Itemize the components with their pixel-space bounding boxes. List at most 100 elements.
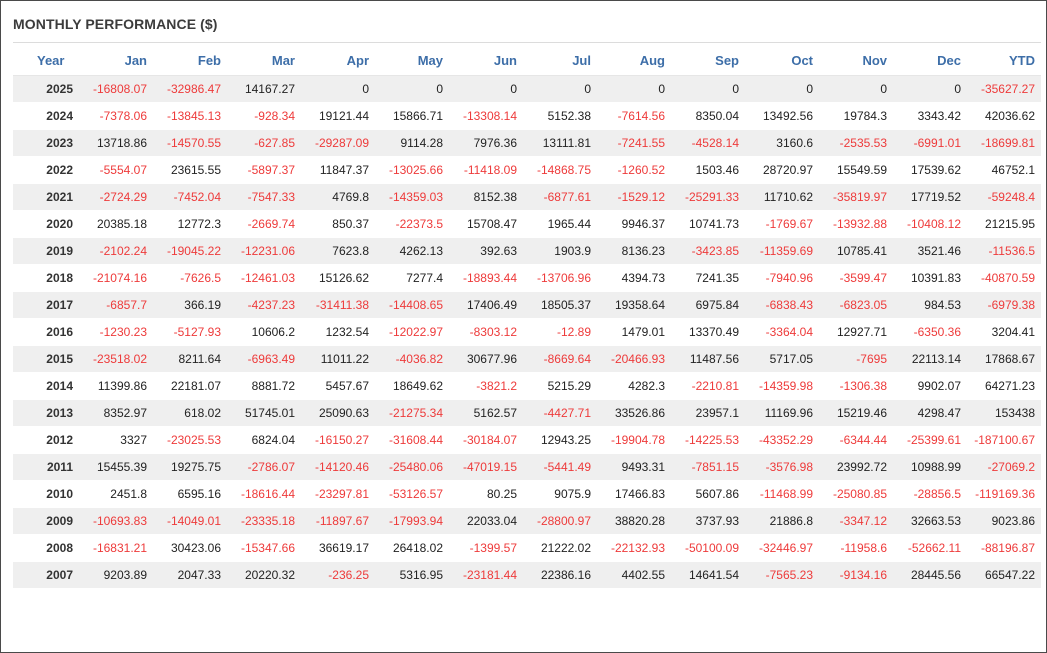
month-value-cell: 22033.04 [449, 507, 523, 535]
month-value-cell: 0 [301, 75, 375, 103]
month-value-cell: -14570.55 [153, 129, 227, 157]
month-value-cell: 9114.28 [375, 129, 449, 157]
month-value-cell: 8211.64 [153, 345, 227, 373]
year-cell: 2011 [13, 453, 79, 481]
month-value-cell: 8136.23 [597, 237, 671, 265]
month-value-cell: 6824.04 [227, 426, 301, 454]
month-value-cell: -5897.37 [227, 156, 301, 184]
month-value-cell: 3343.42 [893, 102, 967, 130]
month-value-cell: 21886.8 [745, 507, 819, 535]
month-value-cell: 11847.37 [301, 156, 375, 184]
table-row: 2017 -6857.7 366.19 -4237.23 -31411.38 -14408… [13, 291, 1041, 319]
table-row: 2010 2451.8 6595.16 -18616.44 -23297.81 -5312… [13, 480, 1041, 508]
month-value-cell: 10606.2 [227, 318, 301, 346]
month-value-cell: 11710.62 [745, 183, 819, 211]
month-value-cell: -14359.98 [745, 372, 819, 400]
month-value-cell: -5441.49 [523, 453, 597, 481]
year-cell: 2018 [13, 264, 79, 292]
month-value-cell: 18649.62 [375, 372, 449, 400]
month-value-cell: 618.02 [153, 399, 227, 427]
month-value-cell: 28445.56 [893, 561, 967, 589]
month-value-cell: -13308.14 [449, 102, 523, 130]
month-value-cell: -4427.71 [523, 399, 597, 427]
year-cell: 2025 [13, 75, 79, 103]
month-value-cell: 1479.01 [597, 318, 671, 346]
month-value-cell: 9075.9 [523, 480, 597, 508]
year-cell: 2007 [13, 561, 79, 589]
month-value-cell: 12943.25 [523, 426, 597, 454]
month-value-cell: 15219.46 [819, 399, 893, 427]
column-header-apr: Apr [301, 46, 375, 76]
month-value-cell: 19358.64 [597, 291, 671, 319]
ytd-cell: 21215.95 [967, 210, 1041, 238]
month-value-cell: 13111.81 [523, 129, 597, 157]
month-value-cell: -30184.07 [449, 426, 523, 454]
month-value-cell: -11468.99 [745, 480, 819, 508]
table-row: 2015 -23518.02 8211.64 -6963.49 11011.22 -403… [13, 345, 1041, 373]
panel-title: MONTHLY PERFORMANCE ($) [13, 16, 218, 32]
month-value-cell: 0 [671, 75, 745, 103]
month-value-cell: 12927.71 [819, 318, 893, 346]
month-value-cell: 0 [819, 75, 893, 103]
month-value-cell: 22113.14 [893, 345, 967, 373]
month-value-cell: -11418.09 [449, 156, 523, 184]
column-header-jul: Jul [523, 46, 597, 76]
month-value-cell: -25480.06 [375, 453, 449, 481]
month-value-cell: 1903.9 [523, 237, 597, 265]
month-value-cell: -6857.7 [79, 291, 153, 319]
month-value-cell: -3576.98 [745, 453, 819, 481]
month-value-cell: -1399.57 [449, 534, 523, 562]
table-row: 2008 -16831.21 30423.06 -15347.66 36619.17 26… [13, 534, 1041, 562]
month-value-cell: 10741.73 [671, 210, 745, 238]
year-cell: 2022 [13, 156, 79, 184]
month-value-cell: -6350.36 [893, 318, 967, 346]
month-value-cell: 8152.38 [449, 183, 523, 211]
month-value-cell: 984.53 [893, 291, 967, 319]
month-value-cell: -10408.12 [893, 210, 967, 238]
month-value-cell: -23025.53 [153, 426, 227, 454]
month-value-cell: -28800.97 [523, 507, 597, 535]
month-value-cell: -6963.49 [227, 345, 301, 373]
month-value-cell: 10391.83 [893, 264, 967, 292]
month-value-cell: -7695 [819, 345, 893, 373]
year-cell: 2016 [13, 318, 79, 346]
ytd-cell: 42036.62 [967, 102, 1041, 130]
ytd-cell: -27069.2 [967, 453, 1041, 481]
month-value-cell: -3364.04 [745, 318, 819, 346]
year-cell: 2019 [13, 237, 79, 265]
month-value-cell: 4298.47 [893, 399, 967, 427]
month-value-cell: -6838.43 [745, 291, 819, 319]
month-value-cell: -4237.23 [227, 291, 301, 319]
month-value-cell: 2451.8 [79, 480, 153, 508]
month-value-cell: -3347.12 [819, 507, 893, 535]
month-value-cell: -13025.66 [375, 156, 449, 184]
month-value-cell: 25090.63 [301, 399, 375, 427]
month-value-cell: 366.19 [153, 291, 227, 319]
month-value-cell: -35819.97 [819, 183, 893, 211]
table-row: 2020 20385.18 12772.3 -2669.74 850.37 -22373.… [13, 210, 1041, 238]
ytd-cell: -88196.87 [967, 534, 1041, 562]
month-value-cell: 28720.97 [745, 156, 819, 184]
month-value-cell: 10988.99 [893, 453, 967, 481]
month-value-cell: 19275.75 [153, 453, 227, 481]
month-value-cell: -50100.09 [671, 534, 745, 562]
month-value-cell: -9134.16 [819, 561, 893, 589]
month-value-cell: -627.85 [227, 129, 301, 157]
month-value-cell: 51745.01 [227, 399, 301, 427]
ytd-cell: 46752.1 [967, 156, 1041, 184]
year-cell: 2014 [13, 372, 79, 400]
month-value-cell: -21275.34 [375, 399, 449, 427]
month-value-cell: 14641.54 [671, 561, 745, 589]
month-value-cell: 12772.3 [153, 210, 227, 238]
year-cell: 2024 [13, 102, 79, 130]
month-value-cell: -5554.07 [79, 156, 153, 184]
month-value-cell: 3521.46 [893, 237, 967, 265]
month-value-cell: 15455.39 [79, 453, 153, 481]
month-value-cell: -19045.22 [153, 237, 227, 265]
month-value-cell: 14167.27 [227, 75, 301, 103]
month-value-cell: -13932.88 [819, 210, 893, 238]
month-value-cell: 19121.44 [301, 102, 375, 130]
ytd-cell: 17868.67 [967, 345, 1041, 373]
month-value-cell: 11399.86 [79, 372, 153, 400]
